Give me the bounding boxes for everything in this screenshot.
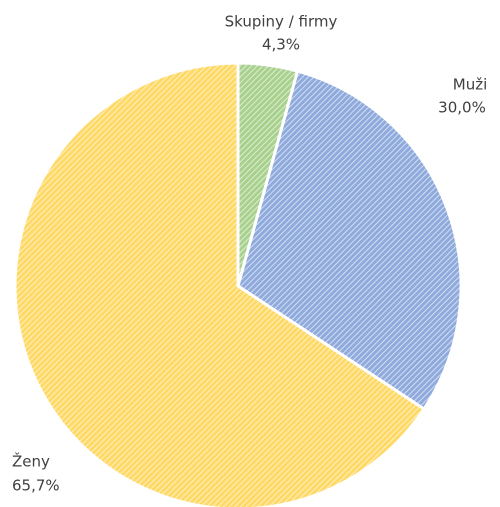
- slice-value-label: 65,7%: [12, 477, 60, 495]
- slice-value-label: 4,3%: [262, 36, 300, 54]
- slice-label: Skupiny / firmy: [225, 13, 338, 31]
- slice-label: Muži: [453, 76, 488, 94]
- slice-value-label: 30,0%: [438, 99, 486, 117]
- pie-slice: [13, 61, 427, 507]
- slice-label: Ženy: [12, 452, 50, 471]
- pie-slice: [236, 69, 463, 412]
